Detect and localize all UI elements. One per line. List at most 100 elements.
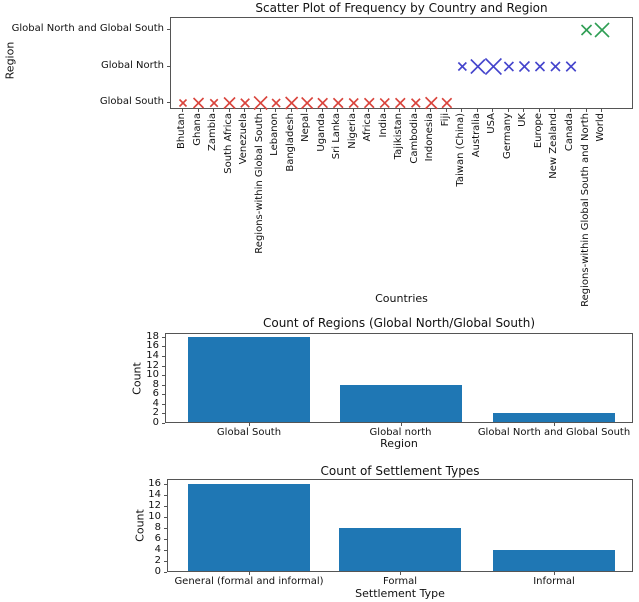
scatter-x-tick-label: Africa <box>362 113 374 142</box>
scatter-x-marker <box>363 97 375 109</box>
bar-x-tick-mark <box>554 572 555 575</box>
bar-y-tick-mark <box>164 527 167 529</box>
bar-y-tick-label: 4 <box>154 543 161 555</box>
scatter-y-tick-label: Global South <box>99 96 164 107</box>
scatter-x-tick-mark <box>585 109 587 112</box>
scatter-x-marker <box>441 97 453 109</box>
scatter-x-tick-mark <box>244 109 246 112</box>
bar-y-tick-label: 2 <box>152 407 159 419</box>
scatter-x-marker <box>379 97 390 109</box>
scatter-x-tick-mark <box>538 109 540 112</box>
bar-y-tick-mark <box>162 394 165 396</box>
bar-y-tick-mark <box>164 549 167 551</box>
scatter-x-tick-mark <box>430 109 432 112</box>
settlement-count-title: Count of Settlement Types <box>320 464 480 478</box>
scatter-x-tick-label: Sri Lanka <box>331 113 343 160</box>
bar-y-tick-mark <box>164 494 167 496</box>
bar-y-tick-label: 6 <box>152 388 159 400</box>
bar-x-tick-mark <box>249 423 250 426</box>
scatter-x-tick-mark <box>182 109 183 112</box>
bar <box>188 483 310 571</box>
scatter-x-tick-label: Germany <box>501 113 513 159</box>
bar-y-tick-label: 12 <box>148 499 161 511</box>
scatter-x-tick-mark <box>290 109 292 112</box>
bar-y-tick-label: 12 <box>146 359 159 371</box>
scatter-y-tick-mark <box>167 102 170 103</box>
bar <box>339 384 462 422</box>
bar-y-tick-mark <box>164 483 167 485</box>
scatter-x-marker <box>550 61 561 72</box>
bar-y-tick-mark <box>164 516 167 518</box>
scatter-x-marker <box>240 98 250 108</box>
scatter-x-tick-label: Bangladesh <box>284 113 296 172</box>
bar-x-tick-label: General (formal and informal) <box>174 576 324 587</box>
bar <box>493 549 615 571</box>
scatter-x-marker <box>209 98 219 108</box>
scatter-x-tick-mark <box>259 109 261 112</box>
settlement-count-x-axis-label: Settlement Type <box>355 587 445 600</box>
scatter-x-tick-mark <box>507 109 509 112</box>
bar-y-tick-label: 14 <box>148 488 161 500</box>
scatter-y-tick-label: Global North <box>100 59 164 71</box>
bar-y-tick-label: 10 <box>146 369 159 381</box>
scatter-y-tick-mark <box>167 65 170 67</box>
scatter-x-tick-label: Nigeria <box>346 113 358 149</box>
scatter-x-tick-label: Ghana <box>191 113 203 146</box>
bar-x-tick-label: Global north <box>369 427 432 438</box>
scatter-x-marker <box>253 95 268 111</box>
scatter-x-marker <box>565 61 577 72</box>
scatter-x-tick-mark <box>228 109 230 112</box>
bar-y-tick-label: 8 <box>152 378 159 390</box>
bar-y-tick-label: 18 <box>146 330 159 342</box>
bar-y-tick-mark <box>162 355 165 357</box>
scatter-x-tick-label: Indonesia <box>424 113 436 162</box>
bar-y-tick-mark <box>162 375 165 377</box>
scatter-x-tick-mark <box>554 109 556 112</box>
bar <box>188 336 310 422</box>
bar-y-tick-mark <box>162 365 165 367</box>
scatter-x-tick-mark <box>570 109 571 112</box>
scatter-x-tick-label: Europe <box>532 113 544 149</box>
bar-y-tick-label: 6 <box>154 532 161 544</box>
scatter-x-tick-mark <box>368 109 370 112</box>
scatter-x-tick-label: Uganda <box>315 113 327 152</box>
scatter-x-tick-label: UK <box>517 113 529 127</box>
bar-y-tick-label: 16 <box>146 340 159 352</box>
scatter-x-marker <box>271 98 281 108</box>
scatter-x-tick-mark <box>306 109 308 112</box>
scatter-x-tick-label: Tajikistan <box>393 113 405 160</box>
scatter-x-tick-mark <box>523 109 525 112</box>
scatter-x-marker <box>594 22 610 38</box>
scatter-x-marker <box>518 60 531 73</box>
bar-y-tick-label: 16 <box>148 477 161 489</box>
bar-y-tick-label: 14 <box>146 349 159 361</box>
bar-y-tick-mark <box>164 538 167 540</box>
scatter-x-tick-label: Regions-within Global South <box>253 113 265 254</box>
scatter-y-tick-label: Global North and Global South <box>11 23 164 34</box>
scatter-x-marker <box>394 97 406 109</box>
scatter-x-marker <box>534 61 546 72</box>
scatter-x-tick-label: Regions-within Global South and North <box>579 113 591 307</box>
scatter-x-marker <box>285 96 299 110</box>
scatter-title: Scatter Plot of Frequency by Country and… <box>255 1 548 15</box>
scatter-x-tick-label: New Zealand <box>548 113 560 179</box>
bar-x-tick-label: Formal <box>382 576 418 587</box>
scatter-x-tick-mark <box>461 109 463 112</box>
scatter-x-tick-label: Canada <box>564 113 575 152</box>
bar-x-tick-label: Global North and Global South <box>477 427 631 438</box>
bar-y-tick-mark <box>162 403 165 405</box>
scatter-x-tick-mark <box>383 109 385 112</box>
scatter-x-marker <box>223 96 236 110</box>
bar-y-tick-mark <box>162 423 165 424</box>
scatter-x-tick-mark <box>337 109 339 112</box>
scatter-x-tick-mark <box>492 109 494 112</box>
bar-y-tick-mark <box>162 384 165 386</box>
scatter-x-tick-label: Taiwan (China) <box>455 113 467 187</box>
scatter-x-tick-label: South Africa <box>222 113 234 174</box>
scatter-x-tick-label: Cambodia <box>408 113 420 164</box>
bar-x-tick-label: Informal <box>533 576 575 587</box>
bar-y-tick-mark <box>164 505 167 507</box>
scatter-x-marker <box>178 98 188 108</box>
scatter-markers-layer <box>178 22 610 111</box>
